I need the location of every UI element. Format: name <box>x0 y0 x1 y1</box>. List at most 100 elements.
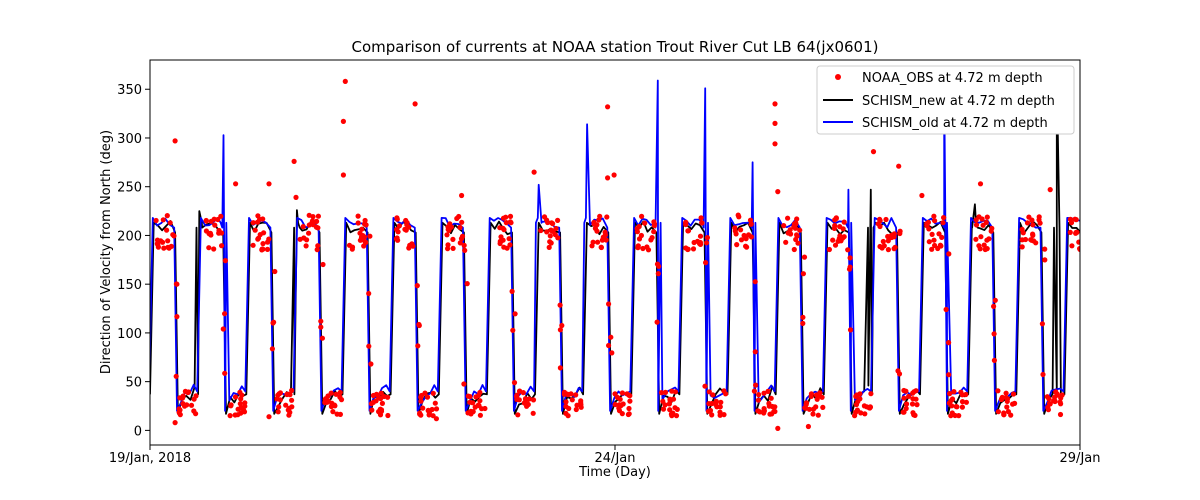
obs-point <box>530 410 536 416</box>
obs-point <box>1029 217 1035 223</box>
obs-point <box>322 396 328 403</box>
obs-point <box>369 407 375 413</box>
obs-point <box>503 220 509 226</box>
obs-point <box>1019 226 1025 232</box>
obs-point <box>598 244 605 251</box>
obs-point <box>285 407 291 413</box>
obs-point <box>654 319 660 325</box>
obs-point <box>612 401 618 408</box>
obs-point <box>660 406 667 412</box>
obs-point <box>255 236 261 242</box>
obs-point <box>1154 391 1159 396</box>
obs-point <box>1100 405 1105 410</box>
obs-point <box>1029 237 1035 243</box>
obs-point <box>941 215 947 221</box>
obs-point <box>959 404 966 410</box>
obs-point <box>314 247 320 253</box>
obs-point <box>977 246 983 252</box>
obs-point <box>1045 404 1051 410</box>
obs-point <box>797 227 803 233</box>
obs-point <box>1082 219 1087 224</box>
obs-point <box>1119 238 1124 243</box>
obs-point <box>1118 220 1123 225</box>
x-tick-label: 19/Jan, 2018 <box>109 451 191 466</box>
obs-point <box>1005 409 1012 415</box>
legend-label-schism-new: SCHISM_new at 4.72 m depth <box>862 94 1055 109</box>
obs-point <box>477 389 483 396</box>
obs-point <box>892 244 898 250</box>
obs-point <box>836 235 842 242</box>
obs-point <box>648 237 654 243</box>
obs-point <box>662 402 668 408</box>
obs-point <box>845 247 851 253</box>
obs-point <box>425 408 431 414</box>
obs-point <box>901 387 907 394</box>
obs-point <box>1149 407 1154 412</box>
obs-point <box>801 254 808 260</box>
obs-point <box>814 396 820 402</box>
obs-point <box>703 240 710 246</box>
obs-point <box>457 224 463 230</box>
obs-point <box>781 223 787 229</box>
obs-point <box>338 397 345 403</box>
obs-point <box>1134 244 1139 249</box>
obs-point <box>458 236 465 242</box>
obs-point <box>606 301 612 307</box>
obs-point <box>775 189 781 195</box>
obs-point <box>831 225 838 231</box>
y-tick-label: 150 <box>117 278 142 293</box>
obs-point <box>901 395 907 401</box>
obs-point <box>512 311 518 317</box>
obs-point <box>153 217 159 224</box>
obs-point <box>403 217 409 224</box>
obs-point <box>173 373 179 379</box>
obs-point <box>396 223 402 229</box>
obs-point <box>803 400 810 406</box>
obs-point <box>870 149 877 155</box>
obs-point <box>1039 321 1045 327</box>
obs-point <box>206 231 212 237</box>
obs-point <box>1109 408 1114 413</box>
obs-point <box>651 219 657 225</box>
obs-point <box>707 407 714 414</box>
obs-point <box>1142 410 1147 415</box>
obs-point <box>211 246 217 252</box>
obs-point <box>472 404 478 410</box>
obs-point <box>206 245 212 251</box>
obs-point <box>896 163 902 169</box>
obs-point <box>616 402 623 408</box>
obs-point <box>385 412 391 419</box>
obs-point <box>557 302 563 308</box>
obs-point <box>261 230 267 236</box>
obs-point <box>685 246 691 253</box>
obs-point <box>738 237 745 243</box>
obs-point <box>800 320 806 326</box>
obs-point <box>991 357 998 363</box>
obs-point <box>239 392 245 398</box>
obs-point <box>702 383 708 389</box>
obs-point <box>415 343 421 349</box>
obs-point <box>959 399 966 405</box>
obs-point <box>1153 404 1158 409</box>
obs-point <box>164 227 170 233</box>
obs-point <box>709 412 715 418</box>
obs-point <box>800 271 807 277</box>
obs-point <box>1109 406 1114 411</box>
obs-point <box>266 181 272 187</box>
obs-point <box>830 237 836 243</box>
obs-point <box>310 214 316 220</box>
obs-point <box>895 368 901 374</box>
obs-point <box>1149 409 1154 414</box>
obs-point <box>184 402 190 408</box>
obs-point <box>889 234 895 241</box>
obs-point <box>1128 234 1133 239</box>
obs-point <box>1142 399 1147 404</box>
obs-point <box>1036 217 1042 223</box>
obs-point <box>947 391 953 397</box>
obs-point <box>503 214 509 220</box>
obs-point <box>1046 400 1052 407</box>
obs-point <box>286 412 292 418</box>
obs-point <box>337 389 343 396</box>
obs-point <box>510 327 516 333</box>
obs-point <box>594 228 600 234</box>
